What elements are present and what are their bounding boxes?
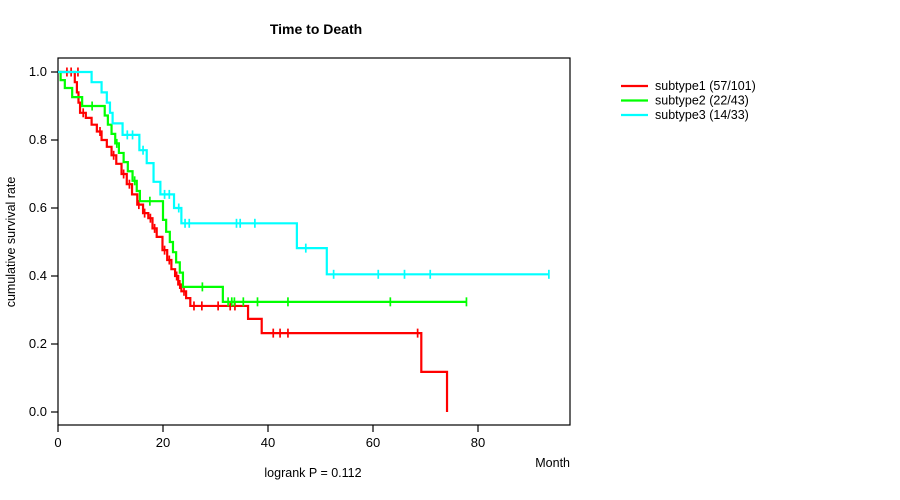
x-tick-label: 60 [366,435,380,450]
y-tick-label: 0.2 [29,336,47,351]
legend-label: subtype2 (22/43) [655,94,749,108]
y-tick-label: 0.8 [29,132,47,147]
x-axis-title: Month [535,456,570,470]
curve-line [58,70,467,303]
survival-curve-2 [58,70,468,307]
legend: subtype1 (57/101)subtype2 (22/43)subtype… [621,79,756,122]
legend-label: subtype3 (14/33) [655,108,749,122]
plot-title: Time to Death [270,21,362,37]
plot-box [57,57,571,426]
legend-item-2: subtype2 (22/43) [621,94,749,108]
legend-item-1: subtype1 (57/101) [621,79,756,93]
x-tick-label: 80 [471,435,485,450]
y-tick-label: 0.0 [29,404,47,419]
legend-item-3: subtype3 (14/33) [621,108,749,122]
axes: 0 20 40 60 80 0.0 0.2 0.4 0.6 0.8 1.0 [29,57,571,450]
y-axis-title: cumulative survival rate [4,177,18,308]
x-tick-label: 40 [261,435,275,450]
x-tick-label: 20 [156,435,170,450]
survival-curve-1 [58,67,449,412]
curve-line [58,70,449,412]
survival-curve-3 [58,70,550,279]
y-tick-label: 0.6 [29,200,47,215]
y-tick-label: 0.4 [29,268,47,283]
x-tick-label: 0 [54,435,61,450]
logrank-annotation: logrank P = 0.112 [264,466,361,480]
y-tick-label: 1.0 [29,64,47,79]
survival-curves [58,67,550,412]
legend-label: subtype1 (57/101) [655,79,756,93]
